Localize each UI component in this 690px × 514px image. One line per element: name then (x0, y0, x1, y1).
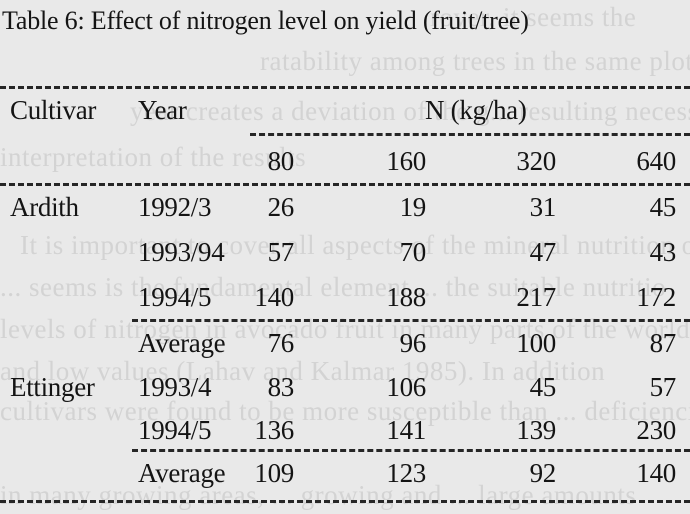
value-cell: 106 (386, 372, 426, 402)
year-cell: Average (138, 458, 226, 488)
value-cell: 70 (399, 237, 427, 267)
year-cell: Average (138, 328, 226, 358)
value-cell: 47 (529, 237, 557, 267)
ettinger-average-rule (132, 449, 690, 452)
value-cell: 76 (267, 328, 295, 358)
year-cell: 1993/94 (138, 237, 225, 267)
value-cell: 109 (254, 458, 294, 488)
value-cell: 172 (636, 282, 676, 312)
value-cell: 141 (386, 415, 426, 445)
value-cell: 139 (516, 415, 556, 445)
header-cultivar: Cultivar (10, 95, 97, 125)
value-cell: 230 (636, 415, 676, 445)
header-n-group: N (kg/ha) (425, 95, 527, 125)
value-cell: 188 (386, 282, 426, 312)
value-cell: 100 (516, 328, 556, 358)
value-cell: 45 (529, 372, 557, 402)
value-cell: 57 (267, 237, 295, 267)
header-n-320: 320 (516, 146, 556, 176)
value-cell: 96 (399, 328, 427, 358)
header-bottom-rule (0, 183, 690, 186)
value-cell: 83 (267, 372, 295, 402)
value-cell: 87 (649, 328, 677, 358)
value-cell: 19 (399, 192, 427, 222)
table-bottom-rule (0, 500, 690, 503)
value-cell: 140 (254, 282, 294, 312)
value-cell: 43 (649, 237, 677, 267)
value-cell: 217 (516, 282, 556, 312)
cultivar-cell: Ettinger (10, 372, 95, 402)
cultivar-cell: Ardith (10, 192, 79, 222)
year-cell: 1994/5 (138, 415, 212, 445)
year-cell: 1993/4 (138, 372, 212, 402)
value-cell: 92 (529, 458, 557, 488)
header-n-640: 640 (636, 146, 676, 176)
value-cell: 57 (649, 372, 677, 402)
year-cell: 1992/3 (138, 192, 212, 222)
table-caption: Table 6: Effect of nitrogen level on yie… (2, 6, 529, 35)
table-top-rule (0, 86, 690, 89)
value-cell: 31 (529, 192, 557, 222)
header-n-160: 160 (386, 146, 426, 176)
ardith-average-rule (132, 319, 690, 322)
year-cell: 1994/5 (138, 282, 212, 312)
value-cell: 26 (267, 192, 295, 222)
header-n-80: 80 (267, 146, 295, 176)
header-year: Year (138, 95, 187, 125)
value-cell: 45 (649, 192, 677, 222)
value-cell: 123 (386, 458, 426, 488)
value-cell: 136 (254, 415, 294, 445)
value-cell: 140 (636, 458, 676, 488)
n-group-rule (250, 133, 690, 136)
